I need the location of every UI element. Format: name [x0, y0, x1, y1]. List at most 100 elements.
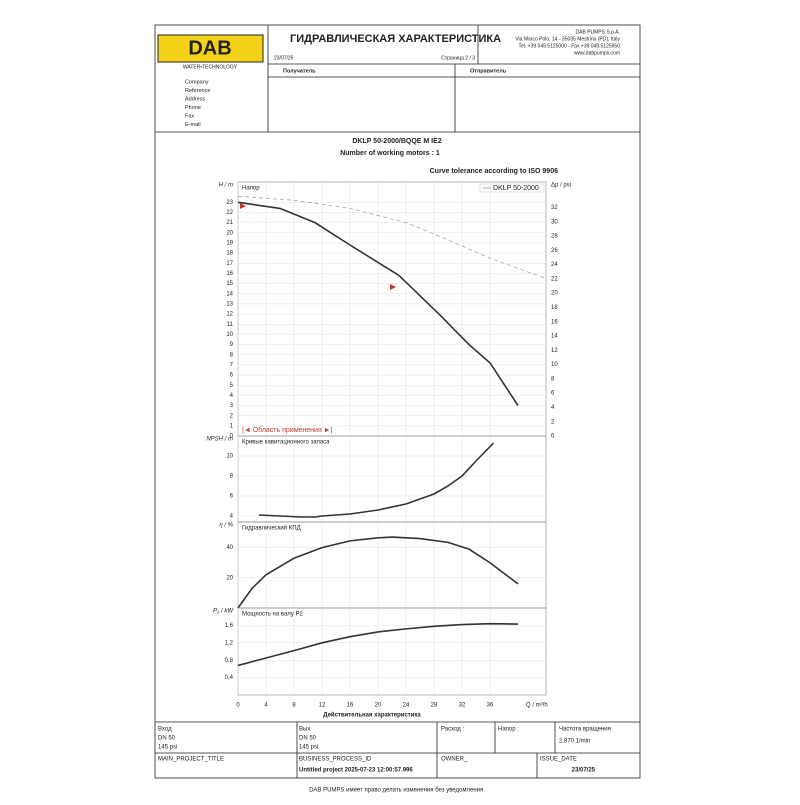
y2-tick-label: 14 — [551, 334, 558, 340]
y2-tick-label: 10 — [551, 362, 558, 368]
y2-tick-label: 24 — [551, 262, 558, 268]
y-tick-label: 4 — [230, 514, 234, 520]
x-tick-label: 12 — [319, 703, 326, 709]
y-axis-label: H / m — [219, 183, 233, 189]
panel-label: Гидравлический КПД — [242, 525, 301, 532]
cell: Вых — [299, 727, 310, 733]
y-tick-label: 1,2 — [225, 640, 234, 646]
contact-field: Company — [185, 79, 209, 85]
y2-tick-label: 32 — [551, 205, 558, 211]
y2-tick-label: 0 — [551, 434, 555, 440]
cell: 2.870 1/min — [559, 739, 590, 745]
cell: 145 psi — [158, 745, 177, 751]
series-line — [258, 442, 495, 518]
contact-field: Address — [185, 96, 205, 102]
panel-label: Мощность на валу P2 — [242, 612, 303, 618]
y2-tick-label: 22 — [551, 276, 558, 282]
cell: ISSUE_DATE — [540, 757, 577, 763]
company: Via Marco Polo, 14 - 35035 Mestrino (PD)… — [515, 36, 620, 42]
y-tick-label: 6 — [230, 373, 234, 379]
cell: 23/07/25 — [572, 768, 596, 774]
y-axis-label: η / % — [219, 523, 233, 529]
y-tick-label: 16 — [226, 271, 233, 277]
y-tick-label: 11 — [227, 322, 234, 328]
legend-box — [479, 183, 545, 193]
contact-field: Reference — [185, 88, 210, 94]
contact-field: Fax — [185, 113, 194, 119]
y2-tick-label: 18 — [551, 305, 558, 311]
page-no: Страница 2 / 3 — [441, 55, 475, 61]
y-tick-label: 8 — [230, 474, 234, 480]
company: DAB PUMPS S.p.A. — [576, 29, 620, 35]
y-tick-label: 10 — [226, 454, 233, 460]
marker — [390, 284, 396, 290]
y-tick-label: 23 — [226, 200, 233, 206]
x-tick-label: 8 — [292, 703, 296, 709]
plot-area — [237, 521, 547, 609]
series-line — [237, 622, 519, 667]
y-axis-label: P₂ / kW — [213, 609, 234, 615]
logo-sub: WATER•TECHNOLOGY — [183, 64, 238, 70]
y-tick-label: 20 — [226, 575, 233, 581]
y2-tick-label: 20 — [551, 291, 558, 297]
y-tick-label: 5 — [230, 383, 234, 389]
y-tick-label: 19 — [226, 241, 233, 247]
y-tick-label: 0,4 — [225, 675, 234, 681]
date: 23/07/25 — [274, 55, 294, 61]
doc-title: ГИДРАВЛИЧЕСКАЯ ХАРАКТЕРИСТИКА — [290, 33, 501, 45]
y-tick-label: 21 — [226, 220, 233, 226]
cell: OWNER_ — [441, 757, 468, 763]
cell: DN 50 — [158, 736, 176, 742]
y-tick-label: 1 — [230, 423, 234, 429]
company: Tel. +39 049.5125000 - Fax +39 049.51259… — [519, 43, 621, 49]
y2-tick-label: 28 — [551, 234, 558, 240]
x-tick-label: 4 — [264, 703, 268, 709]
y-tick-label: 20 — [226, 230, 233, 236]
y-tick-label: 2 — [230, 413, 234, 419]
y-tick-label: 14 — [226, 291, 233, 297]
note: |◄ Область применения ►| — [242, 426, 333, 434]
y-tick-label: 0 — [230, 434, 234, 440]
logo-box — [157, 34, 264, 63]
series-line — [237, 201, 519, 406]
recipient: Получатель — [283, 68, 316, 74]
y-tick-label: 4 — [230, 393, 234, 399]
cell: 145 psi — [299, 745, 318, 751]
series-line — [237, 536, 519, 609]
y-tick-label: 12 — [226, 312, 233, 318]
y2-tick-label: 2 — [551, 419, 555, 425]
y-tick-label: 8 — [230, 352, 234, 358]
y2-tick-label: 12 — [551, 348, 558, 354]
x-tick-label: 24 — [403, 703, 410, 709]
y-tick-label: 40 — [226, 545, 233, 551]
panel-label: Кривые кавитационного запаса — [242, 440, 330, 446]
cell: Расход : — [441, 727, 464, 733]
x-tick-label: 16 — [347, 703, 354, 709]
contact-field: Phone — [185, 105, 201, 111]
cell: Частота вращения — [559, 727, 611, 733]
y-tick-label: 15 — [226, 281, 233, 287]
cell: Untitled project 2025-07-23 12:00:57.996 — [299, 768, 413, 774]
y-tick-label: 18 — [226, 251, 233, 257]
legend-label: DKLP 50-2000 — [493, 185, 539, 192]
tolerance: Curve tolerance according to ISO 9906 — [430, 168, 558, 175]
frame — [154, 24, 641, 779]
y-tick-label: 0,8 — [225, 658, 234, 664]
caption: Действительная характеристика — [323, 712, 421, 719]
y-tick-label: 3 — [230, 403, 234, 409]
y2-tick-label: 30 — [551, 219, 558, 225]
plot-area — [237, 181, 547, 437]
x-tick-label: 32 — [459, 703, 466, 709]
y-tick-label: 13 — [226, 301, 233, 307]
marker — [240, 203, 246, 209]
cell: MAIN_PROJECT_TITLE — [158, 757, 224, 763]
y-tick-label: 7 — [230, 362, 234, 368]
y2-tick-label: 6 — [551, 391, 555, 397]
y2-tick-label: 16 — [551, 319, 558, 325]
cell: Вход — [158, 727, 172, 733]
x-tick-label: 20 — [375, 703, 382, 709]
cell: DN 50 — [299, 736, 317, 742]
x-tick-label: 36 — [487, 703, 494, 709]
logo: DAB — [188, 37, 231, 59]
